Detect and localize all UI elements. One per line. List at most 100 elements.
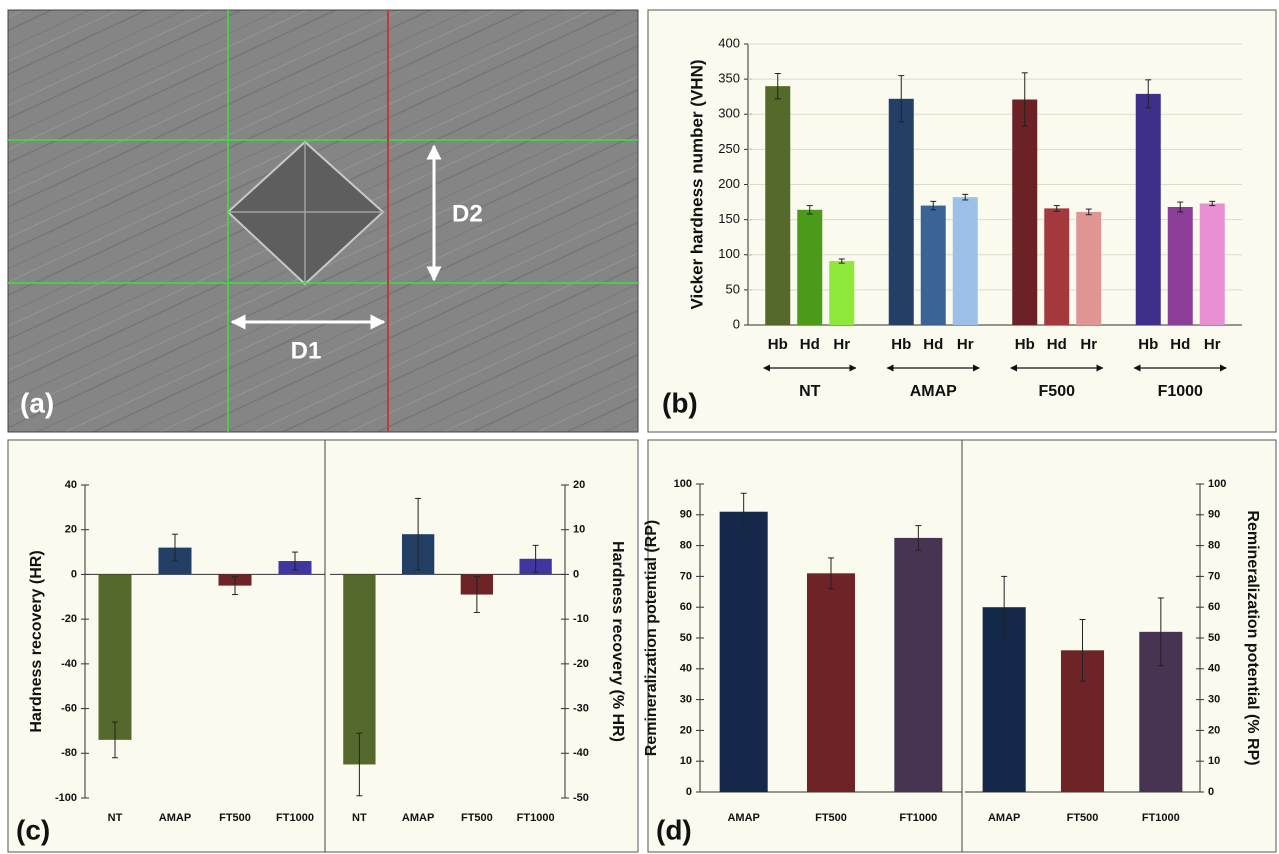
y-tick-label: 80 bbox=[1208, 540, 1220, 552]
y-tick-label: 30 bbox=[1208, 694, 1220, 706]
y-tick-label: -20 bbox=[61, 613, 77, 625]
y-tick-label: 60 bbox=[680, 601, 692, 613]
y-tick-label: 200 bbox=[718, 176, 740, 191]
y-tick-label: 150 bbox=[718, 211, 740, 226]
panel-label: (c) bbox=[16, 814, 50, 845]
y-tick-label: 70 bbox=[1208, 570, 1220, 582]
y-tick-label: 10 bbox=[573, 524, 585, 536]
y-axis-label: Vicker hardness number (VHN) bbox=[687, 59, 706, 309]
x-tick-label: Hr bbox=[1080, 336, 1097, 353]
y-tick-label: -50 bbox=[573, 792, 589, 804]
bar bbox=[1200, 203, 1225, 325]
panel-a: D1 D2 (a) bbox=[8, 10, 638, 432]
y-tick-label: 50 bbox=[726, 281, 740, 296]
y-tick-label: 250 bbox=[718, 141, 740, 156]
x-tick-label: Hr bbox=[957, 336, 974, 353]
y-tick-label: 10 bbox=[680, 755, 692, 767]
bar bbox=[1076, 212, 1101, 325]
y-tick-label: -10 bbox=[573, 613, 589, 625]
group-label: F1000 bbox=[1158, 383, 1203, 400]
y-tick-label: 0 bbox=[686, 786, 692, 798]
y-tick-label: -30 bbox=[573, 702, 589, 714]
bar bbox=[894, 538, 942, 792]
y-tick-label: 300 bbox=[718, 106, 740, 121]
d1-label: D1 bbox=[291, 337, 322, 364]
x-tick-label: NT bbox=[108, 812, 123, 824]
y-tick-label: -20 bbox=[573, 658, 589, 670]
x-tick-label: FT1000 bbox=[1142, 812, 1180, 824]
y-tick-label: -100 bbox=[55, 792, 77, 804]
x-tick-label: Hb bbox=[1015, 336, 1035, 353]
group-label: AMAP bbox=[910, 383, 957, 400]
y-tick-label: 30 bbox=[680, 694, 692, 706]
x-tick-label: FT1000 bbox=[276, 812, 314, 824]
y-tick-label: 0 bbox=[1208, 786, 1214, 798]
y-tick-label: 40 bbox=[65, 479, 77, 491]
y-tick-label: 90 bbox=[680, 509, 692, 521]
x-tick-label: FT500 bbox=[219, 812, 251, 824]
y-tick-label: 90 bbox=[1208, 509, 1220, 521]
bar bbox=[921, 206, 946, 325]
x-tick-label: AMAP bbox=[988, 812, 1020, 824]
y-tick-label: 50 bbox=[1208, 632, 1220, 644]
bar bbox=[1012, 99, 1037, 325]
x-tick-label: Hd bbox=[1170, 336, 1190, 353]
panel-label: (b) bbox=[662, 387, 698, 418]
bar bbox=[1168, 207, 1193, 325]
y-tick-label: 60 bbox=[1208, 601, 1220, 613]
x-tick-label: AMAP bbox=[402, 812, 434, 824]
bar bbox=[99, 574, 132, 739]
x-tick-label: Hb bbox=[1138, 336, 1158, 353]
figure: D1 D2 (a) (b) (c) (d) 050100150200250300… bbox=[0, 0, 1279, 854]
x-tick-label: AMAP bbox=[159, 812, 191, 824]
y-tick-label: -60 bbox=[61, 702, 77, 714]
bar bbox=[829, 261, 854, 325]
x-tick-label: Hb bbox=[768, 336, 788, 353]
bar bbox=[953, 197, 978, 325]
y-tick-label: 100 bbox=[718, 246, 740, 261]
y-tick-label: 20 bbox=[573, 479, 585, 491]
y-tick-label: 40 bbox=[680, 663, 692, 675]
y-tick-label: 40 bbox=[1208, 663, 1220, 675]
y-tick-label: 350 bbox=[718, 71, 740, 86]
bar bbox=[1044, 208, 1069, 325]
y-tick-label: 100 bbox=[1208, 478, 1226, 490]
y-tick-label: -40 bbox=[573, 747, 589, 759]
x-tick-label: FT500 bbox=[461, 812, 493, 824]
y-tick-label: 400 bbox=[718, 35, 740, 50]
y-tick-label: 50 bbox=[680, 632, 692, 644]
x-tick-label: Hb bbox=[891, 336, 911, 353]
y-tick-label: 20 bbox=[65, 524, 77, 536]
x-tick-label: FT500 bbox=[815, 812, 847, 824]
x-tick-label: Hd bbox=[923, 336, 943, 353]
bar bbox=[889, 99, 914, 325]
panel-label: (a) bbox=[20, 387, 54, 418]
bar bbox=[720, 512, 768, 792]
y-tick-label: 10 bbox=[1208, 755, 1220, 767]
y-tick-label: 0 bbox=[573, 568, 579, 580]
x-tick-label: Hr bbox=[1204, 336, 1221, 353]
group-label: NT bbox=[799, 383, 821, 400]
y-axis-label: Remineralization potential (RP) bbox=[643, 520, 660, 756]
panel-label: (d) bbox=[656, 814, 692, 845]
y-tick-label: -40 bbox=[61, 658, 77, 670]
y-axis-label: Hardness recovery (% HR) bbox=[609, 541, 626, 742]
y-tick-label: 20 bbox=[680, 724, 692, 736]
y-tick-label: 100 bbox=[674, 478, 692, 490]
x-tick-label: Hr bbox=[833, 336, 850, 353]
y-tick-label: 20 bbox=[1208, 724, 1220, 736]
x-tick-label: Hd bbox=[1047, 336, 1067, 353]
bar bbox=[765, 86, 790, 325]
group-label: F500 bbox=[1039, 383, 1076, 400]
bar bbox=[807, 573, 855, 792]
bar bbox=[797, 210, 822, 325]
y-axis-label: Hardness recovery (HR) bbox=[28, 550, 45, 732]
x-tick-label: Hd bbox=[800, 336, 820, 353]
y-tick-label: 0 bbox=[733, 316, 740, 331]
x-tick-label: FT500 bbox=[1067, 812, 1099, 824]
y-tick-label: 0 bbox=[71, 568, 77, 580]
d2-label: D2 bbox=[452, 200, 483, 227]
y-tick-label: 70 bbox=[680, 570, 692, 582]
y-tick-label: 80 bbox=[680, 540, 692, 552]
x-tick-label: FT1000 bbox=[517, 812, 555, 824]
